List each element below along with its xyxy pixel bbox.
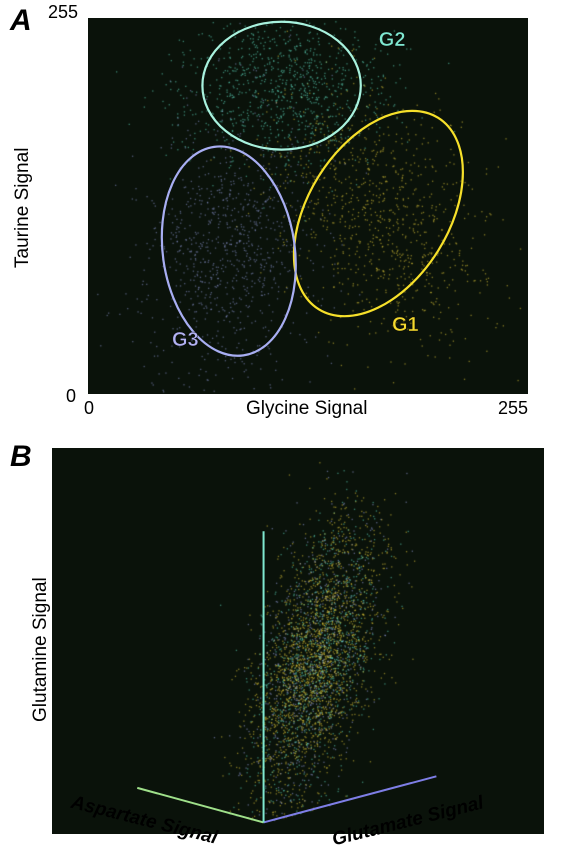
cluster-label-g2: G2 — [379, 29, 406, 52]
panel-a-ytick-min: 0 — [66, 386, 76, 407]
panel-a-label: A — [10, 4, 32, 38]
panel-b-canvas — [52, 448, 544, 834]
panel-b-zlabel: Glutamine Signal — [30, 577, 52, 722]
panel-b-label: B — [10, 440, 32, 474]
cluster-label-g3: G3 — [172, 329, 199, 352]
panel-a-xtick-max: 255 — [498, 398, 528, 419]
cluster-label-g1: G1 — [392, 314, 419, 337]
panel-a-ylabel: Taurine Signal — [12, 148, 34, 268]
panel-a-xlabel: Glycine Signal — [246, 398, 367, 420]
figure-root: A 255 0 Taurine Signal G1 G2 G3 0 255 Gl… — [0, 0, 564, 852]
panel-a-canvas — [88, 18, 528, 394]
panel-a-xtick-min: 0 — [84, 398, 94, 419]
panel-a-scatter: G1 G2 G3 — [88, 18, 528, 394]
panel-b-3d-scatter — [52, 448, 544, 834]
panel-a-ytick-max: 255 — [48, 2, 78, 23]
